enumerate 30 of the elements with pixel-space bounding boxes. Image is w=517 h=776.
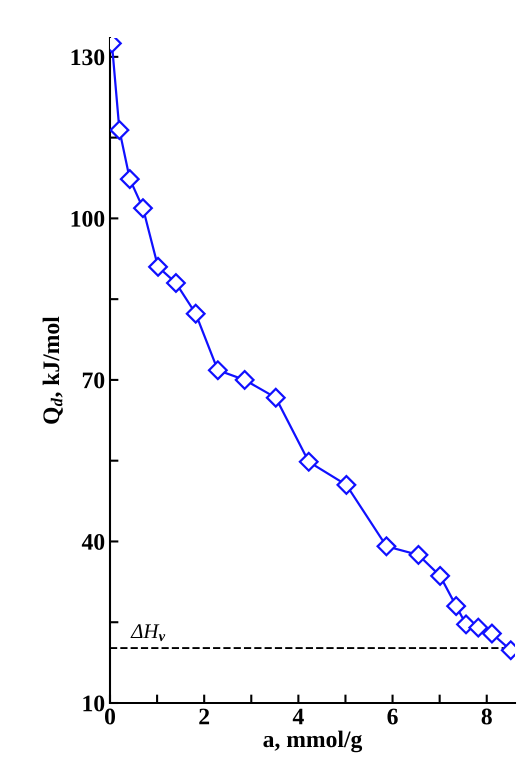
- point: [446, 596, 466, 616]
- point: [430, 566, 450, 586]
- y-tick-label: 10: [83, 695, 104, 712]
- y-tick-label: 130: [72, 49, 104, 66]
- point: [234, 370, 255, 390]
- point: [110, 120, 130, 140]
- y-tick-label: 40: [82, 534, 104, 550]
- x-tick-label: 2: [199, 708, 210, 724]
- y-tick-label: 70: [82, 372, 104, 388]
- y-tick-label: 100: [72, 210, 104, 227]
- x-tick-label: 6: [387, 708, 398, 724]
- y-axis-title: Q$_{d}$, kJ/mol: [42, 316, 63, 424]
- point: [133, 198, 153, 218]
- point: [120, 169, 140, 190]
- point: [482, 624, 502, 644]
- x-tick-label: 4: [292, 708, 304, 724]
- point: [148, 256, 168, 277]
- x-tick-label: 0: [104, 708, 116, 724]
- ref-line-label: ΔH$_{v}$: [130, 624, 166, 642]
- x-tick-label: 8: [482, 708, 492, 724]
- point: [166, 273, 186, 293]
- point: [468, 618, 488, 638]
- point: [336, 474, 356, 495]
- point: [298, 452, 319, 472]
- point: [408, 544, 428, 565]
- x-axis-title: a, mmol/g: [263, 730, 362, 752]
- point: [208, 360, 228, 380]
- point: [376, 536, 396, 556]
- point: [186, 304, 206, 324]
- point: [266, 388, 286, 408]
